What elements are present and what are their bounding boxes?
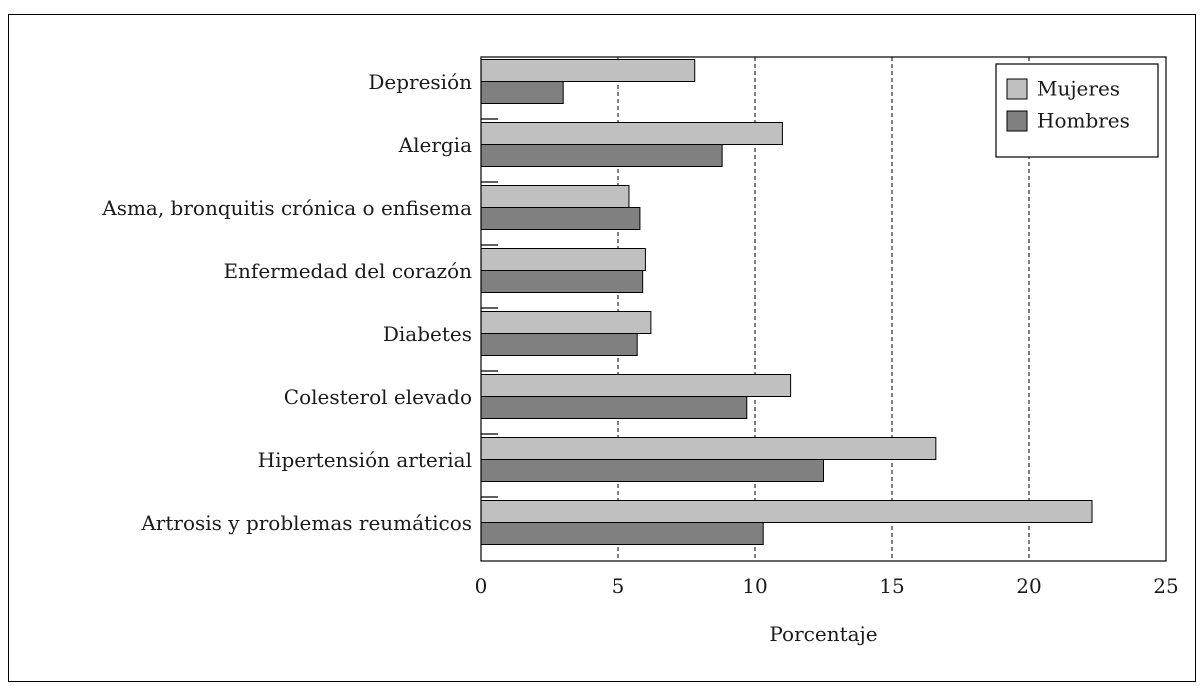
bar-hombres [480, 207, 641, 230]
bar-hombres [480, 270, 644, 293]
bar-mujeres [480, 185, 630, 208]
category-label: Asma, bronquitis crónica o enfisema [101, 196, 472, 220]
category-label: Depresión [368, 70, 472, 94]
bar-hombres [480, 333, 638, 356]
legend-swatch [1006, 78, 1028, 100]
plot-area-border [480, 56, 1167, 562]
bar-mujeres [480, 500, 1093, 523]
bars [480, 59, 1093, 545]
x-tick-label: 0 [475, 574, 488, 598]
bar-mujeres [480, 248, 646, 271]
category-labels: Depresión Alergia Asma, bronquitis crónica… [101, 70, 472, 535]
bar-mujeres [480, 311, 652, 334]
bar-hombres [480, 81, 564, 104]
bar-mujeres [480, 59, 696, 82]
x-tick-labels: 0 5 10 15 20 25 [475, 574, 1179, 598]
legend-swatch [1006, 110, 1028, 132]
category-label: Hipertensión arterial [258, 448, 472, 472]
bar-hombres [480, 144, 723, 167]
x-tick-label: 10 [742, 574, 767, 598]
bar-mujeres [480, 122, 783, 145]
x-tick-label: 25 [1153, 574, 1178, 598]
category-label: Enfermedad del corazón [223, 259, 472, 283]
x-axis-title: Porcentaje [769, 622, 877, 646]
bar-mujeres [480, 437, 937, 460]
x-tick-label: 20 [1016, 574, 1041, 598]
y-tick-marks [481, 118, 498, 498]
x-tick-label: 15 [879, 574, 904, 598]
category-label: Artrosis y problemas reumáticos [140, 511, 472, 535]
category-label: Colesterol elevado [284, 385, 472, 409]
bar-hombres [480, 522, 764, 545]
bar-hombres [480, 396, 748, 419]
x-tick-label: 5 [612, 574, 625, 598]
chart-frame: Depresión Alergia Asma, bronquitis crónica… [8, 14, 1196, 682]
legend: Mujeres Hombres [995, 63, 1159, 158]
category-label: Diabetes [383, 322, 472, 346]
bar-mujeres [480, 374, 792, 397]
bar-chart: Depresión Alergia Asma, bronquitis crónica… [101, 56, 1179, 646]
legend-label: Mujeres [1037, 77, 1120, 101]
category-label: Alergia [398, 133, 472, 157]
legend-label: Hombres [1037, 109, 1130, 133]
bar-hombres [480, 459, 824, 482]
